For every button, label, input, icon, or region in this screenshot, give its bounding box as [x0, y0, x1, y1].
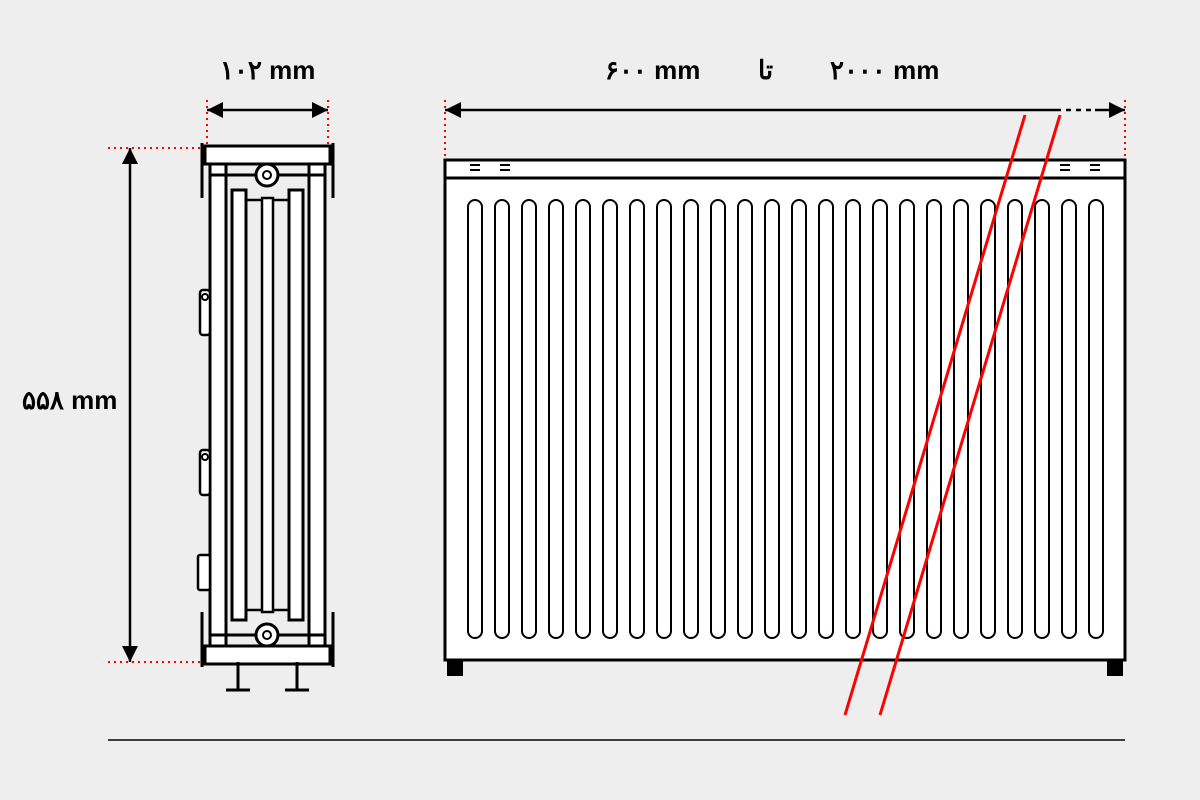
side-panel-right	[309, 160, 325, 650]
side-center-rail	[262, 198, 273, 612]
depth-label: ۱۰۲ mm	[220, 55, 315, 86]
side-panel-left	[210, 160, 226, 650]
side-top-header	[205, 146, 330, 164]
width-min-label: ۶۰۰ mm	[605, 55, 700, 86]
height-label: ۵۵۸ mm	[22, 385, 117, 416]
side-panel-inner-left	[232, 190, 246, 620]
width-sep-label: تا	[758, 55, 773, 86]
side-panel-inner-right	[289, 190, 303, 620]
width-max-label: ۲۰۰۰ mm	[830, 55, 939, 86]
side-bot-header	[205, 646, 330, 664]
diagram-svg	[0, 0, 1200, 800]
front-grille-top	[445, 160, 1125, 178]
diagram-canvas: ۱۰۲ mm ۵۵۸ mm ۶۰۰ mm تا ۲۰۰۰ mm	[0, 0, 1200, 800]
